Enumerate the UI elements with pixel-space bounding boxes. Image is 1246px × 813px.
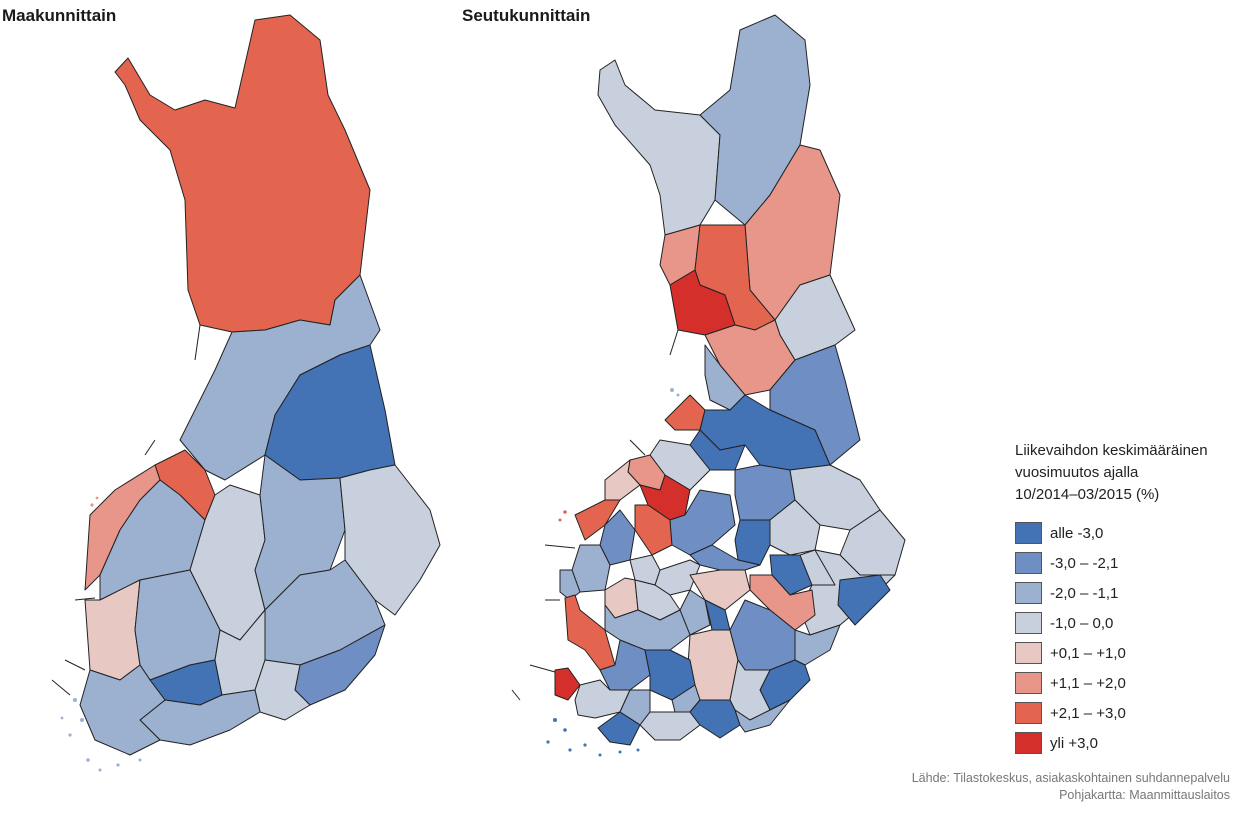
archipelago-islands — [60, 378, 222, 772]
legend-label: yli +3,0 — [1050, 734, 1098, 752]
legend-item: +0,1 – +1,0 — [1015, 638, 1208, 668]
subregion-savonlinna[interactable] — [837, 574, 891, 626]
legend: Liikevaihdon keskimääräinen vuosimuutos … — [1015, 440, 1208, 758]
legend-item: -2,0 – -1,1 — [1015, 578, 1208, 608]
legend-label: +0,1 – +1,0 — [1050, 644, 1126, 662]
legend-title-line: 10/2014–03/2015 (%) — [1015, 486, 1160, 503]
map-subregions — [511, 14, 906, 757]
subregion-rauma[interactable] — [554, 667, 581, 701]
archipelago-islands-right — [546, 718, 640, 757]
map-title-regions: Maakunnittain — [2, 6, 117, 25]
subregion-jyvaskyla[interactable] — [689, 544, 761, 571]
legend-swatch — [1015, 612, 1042, 634]
subregion-helsinki[interactable] — [689, 699, 741, 739]
legend-item: -1,0 – 0,0 — [1015, 608, 1208, 638]
subregion-ahtari[interactable] — [629, 554, 661, 586]
legend-swatch — [1015, 522, 1042, 544]
legend-title-line: vuosimuutos ajalla — [1015, 464, 1139, 481]
legend-swatch — [1015, 552, 1042, 574]
legend-swatch — [1015, 582, 1042, 604]
subregion-north-lapland-west[interactable] — [597, 59, 721, 236]
region-north-karelia[interactable] — [339, 464, 441, 616]
legend-label: -3,0 – -2,1 — [1050, 554, 1119, 572]
subregion-mikkeli[interactable] — [749, 574, 816, 631]
legend-label: -1,0 – 0,0 — [1050, 614, 1114, 632]
region-kymenlaakso[interactable] — [254, 659, 311, 721]
legend-title-line: Liikevaihdon keskimääräinen — [1015, 442, 1208, 459]
basemap-line: Pohjakartta: Maanmittauslaitos — [1059, 788, 1230, 802]
legend-swatch — [1015, 702, 1042, 724]
subregion-lohja[interactable] — [639, 711, 701, 741]
subregion-raasepori[interactable] — [597, 711, 641, 746]
legend-label: +2,1 – +3,0 — [1050, 704, 1126, 722]
source-line: Lähde: Tilastokeskus, asiakaskohtainen s… — [911, 771, 1230, 785]
legend-item: +1,1 – +2,0 — [1015, 668, 1208, 698]
subregion-tampere[interactable] — [604, 604, 691, 651]
subregion-kuopio[interactable] — [734, 519, 771, 566]
legend-item: +2,1 – +3,0 — [1015, 698, 1208, 728]
legend-swatch — [1015, 642, 1042, 664]
subregion-porvoo[interactable] — [734, 699, 791, 733]
legend-label: -2,0 – -1,1 — [1050, 584, 1119, 602]
legend-item: alle -3,0 — [1015, 518, 1208, 548]
subregion-kemi-tornio[interactable] — [669, 269, 736, 336]
legend-swatch — [1015, 672, 1042, 694]
subregion-north-lapland-east[interactable] — [699, 14, 811, 226]
legend-item: -3,0 – -2,1 — [1015, 548, 1208, 578]
subregion-vaasa[interactable] — [574, 499, 621, 541]
legend-items: alle -3,0 -3,0 – -2,1 -2,0 – -1,1 -1,0 –… — [1015, 518, 1208, 758]
map-title-subregions: Seutukunnittain — [462, 6, 591, 25]
legend-label: +1,1 – +2,0 — [1050, 674, 1126, 692]
source-note: Lähde: Tilastokeskus, asiakaskohtainen s… — [912, 770, 1230, 804]
subregion-varkaus[interactable] — [769, 554, 813, 596]
legend-title: Liikevaihdon keskimääräinen vuosimuutos … — [1015, 440, 1208, 506]
legend-label: alle -3,0 — [1050, 524, 1104, 542]
map-regions — [51, 14, 441, 772]
subregion-raahe[interactable] — [664, 394, 706, 431]
legend-swatch — [1015, 732, 1042, 754]
region-southwest-finland[interactable] — [79, 664, 166, 756]
legend-item: yli +3,0 — [1015, 728, 1208, 758]
subregion-saarijarvi[interactable] — [669, 489, 736, 556]
